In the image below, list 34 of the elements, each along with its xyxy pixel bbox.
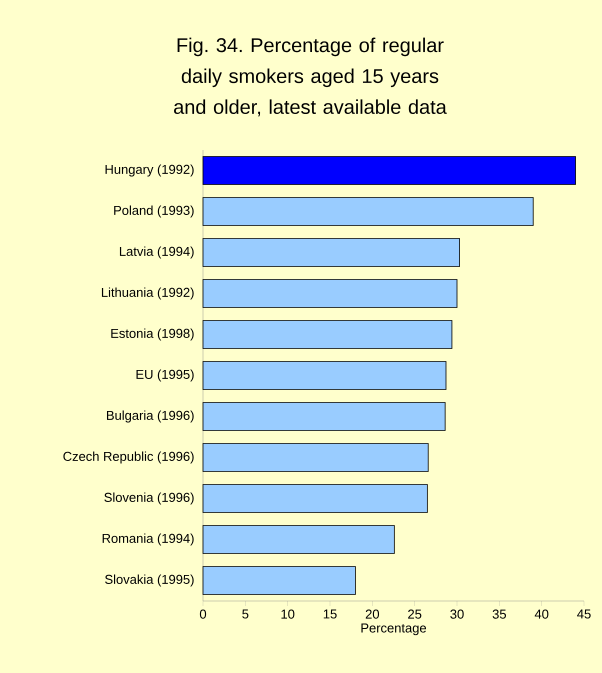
y-tick-label: Romania (1994) bbox=[102, 533, 194, 546]
y-tick-label: Latvia (1994) bbox=[120, 246, 194, 259]
x-tick-label: 10 bbox=[281, 610, 294, 619]
x-tick-label: 0 bbox=[200, 610, 206, 619]
x-tick-label: 20 bbox=[366, 610, 380, 619]
y-tick-label: Bulgaria (1996) bbox=[106, 410, 194, 423]
y-tick-label: Lithuania (1992) bbox=[102, 287, 194, 300]
bar bbox=[202, 402, 446, 431]
y-tick-label: Slovakia (1995) bbox=[105, 574, 194, 587]
bar bbox=[202, 361, 446, 390]
x-tick-label: 15 bbox=[324, 610, 337, 619]
chart-title: Fig. 34. Percentage of regular daily smokers aged 15 years and older, latest available data bbox=[174, 38, 447, 116]
y-tick-label: Czech Republic (1996) bbox=[63, 451, 194, 464]
x-tick-label: 40 bbox=[534, 610, 548, 619]
bar bbox=[202, 484, 428, 513]
y-tick-label: Estonia (1998) bbox=[111, 328, 194, 341]
x-axis-title: Percentage bbox=[361, 624, 426, 636]
x-tick-label: 30 bbox=[450, 610, 464, 619]
bar bbox=[202, 156, 576, 185]
bar bbox=[202, 279, 458, 308]
y-tick-label: EU (1995) bbox=[136, 369, 194, 382]
bar bbox=[202, 525, 395, 554]
bar bbox=[202, 197, 534, 226]
bar bbox=[202, 320, 452, 349]
bar bbox=[202, 566, 356, 595]
bar bbox=[202, 238, 460, 267]
y-tick-label: Hungary (1992) bbox=[106, 164, 194, 177]
bar bbox=[202, 443, 429, 472]
x-tick-label: 25 bbox=[408, 610, 422, 619]
x-tick-label: 5 bbox=[242, 610, 248, 619]
y-tick-label: Poland (1993) bbox=[114, 205, 194, 218]
x-tick-label: 35 bbox=[492, 610, 506, 619]
x-tick-label: 45 bbox=[577, 610, 591, 619]
y-tick-label: Slovenia (1996) bbox=[104, 492, 194, 505]
